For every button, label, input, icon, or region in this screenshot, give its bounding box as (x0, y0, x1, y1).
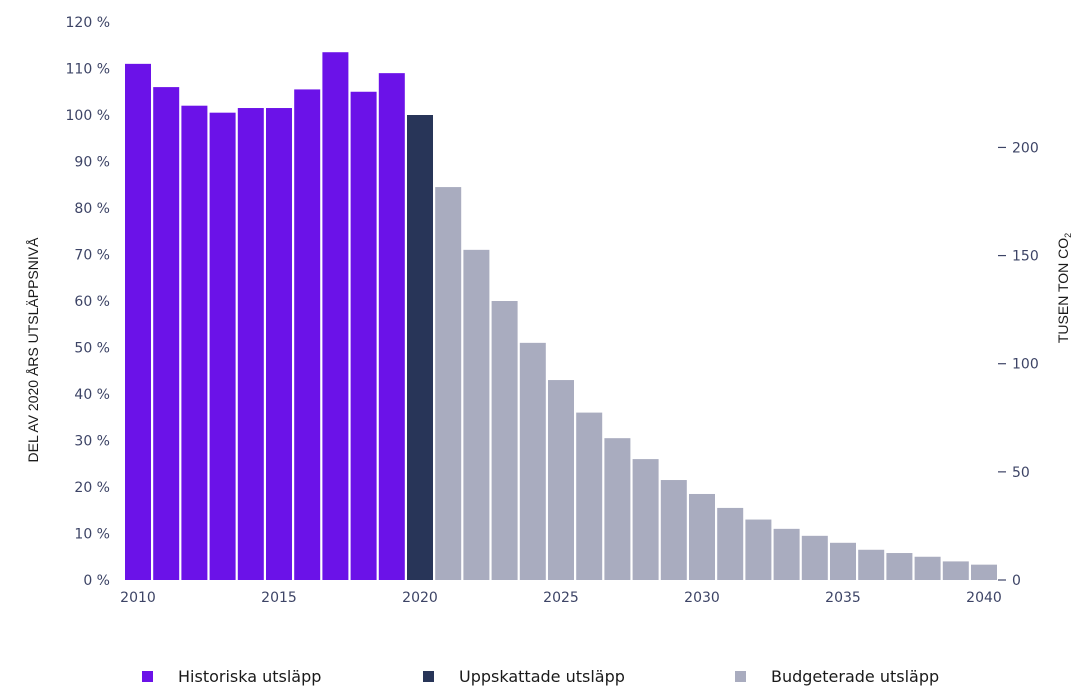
bar-2022 (463, 249, 490, 580)
bar-2034 (801, 535, 828, 580)
bar-2028 (632, 459, 659, 580)
left-tick-label: 40 % (74, 387, 110, 403)
left-axis-title: DEL AV 2020 ÅRS UTSLÄPPSNIVÅ (25, 237, 41, 463)
bar-2011 (153, 87, 180, 580)
right-axis-title: TUSEN TON CO2 (1055, 233, 1073, 343)
bar-2020 (407, 115, 433, 580)
x-tick-label: 2030 (684, 590, 720, 606)
bar-2015 (266, 108, 292, 581)
left-tick-label: 70 % (74, 248, 110, 264)
x-tick-label: 2025 (543, 590, 579, 606)
legend-swatch (142, 671, 153, 682)
left-tick-label: 90 % (74, 155, 110, 171)
left-tick-label: 60 % (74, 294, 110, 310)
bar-2027 (604, 438, 631, 580)
x-tick-label: 2020 (402, 590, 438, 606)
bar-2025 (548, 380, 574, 580)
bar-2040 (971, 564, 997, 580)
right-tick-label: 100 (1012, 357, 1039, 373)
left-tick-label: 120 % (66, 15, 110, 31)
bar-2012 (181, 105, 208, 580)
right-tick-label: 0 (1012, 573, 1021, 589)
left-axis-ticks: 0 % 10 % 20 % 30 % 40 % 50 % 60 % 70 % 80 % 90 % 1… (66, 15, 110, 589)
bar-2010 (125, 63, 151, 581)
right-tick-label: 50 (1012, 465, 1030, 481)
x-tick-label: 2010 (120, 590, 156, 606)
bar-2035 (830, 542, 856, 580)
x-tick-label: 2035 (825, 590, 861, 606)
bar-2019 (378, 73, 405, 581)
bar-2024 (519, 342, 546, 580)
bar-2039 (942, 561, 969, 580)
left-tick-label: 110 % (66, 62, 110, 78)
right-tick-label: 200 (1012, 140, 1039, 156)
bar-2032 (745, 519, 772, 580)
left-tick-label: 50 % (74, 341, 110, 357)
bar-2036 (858, 549, 885, 580)
right-tick-label: 150 (1012, 249, 1039, 265)
bar-2031 (717, 507, 744, 580)
bar-2023 (491, 301, 518, 580)
bars-group (125, 52, 997, 581)
left-tick-label: 80 % (74, 201, 110, 217)
bar-2014 (237, 108, 264, 581)
left-tick-label: 20 % (74, 480, 110, 496)
legend-swatch (735, 671, 746, 682)
left-tick-label: 100 % (66, 108, 110, 124)
bar-2013 (209, 112, 236, 581)
bar-2037 (886, 553, 913, 580)
legend-label: Budgeterade utsläpp (771, 667, 939, 686)
bar-2038 (914, 556, 941, 580)
legend: Historiska utsläpp Uppskattade utsläpp Bud… (142, 667, 939, 686)
bar-2029 (660, 480, 687, 580)
x-axis-ticks: 2010 2015 2020 2025 2030 2035 2040 (120, 590, 1002, 606)
left-tick-label: 0 % (83, 573, 110, 589)
right-axis-ticks: 0 50 100 150 200 (998, 140, 1039, 589)
legend-swatch (423, 671, 434, 682)
bar-2016 (294, 89, 321, 581)
bar-2018 (350, 91, 377, 580)
legend-label: Historiska utsläpp (178, 667, 321, 686)
bar-2026 (576, 412, 603, 580)
left-tick-label: 10 % (74, 527, 110, 543)
left-tick-label: 30 % (74, 434, 110, 450)
bar-2030 (689, 493, 715, 580)
legend-label: Uppskattade utsläpp (459, 667, 625, 686)
bar-2017 (322, 52, 349, 581)
x-tick-label: 2040 (966, 590, 1002, 606)
bar-2021 (435, 187, 462, 580)
bar-2033 (773, 528, 800, 580)
right-axis-title-main: TUSEN TON CO (1055, 238, 1071, 343)
x-tick-label: 2015 (261, 590, 297, 606)
right-axis-title-subscript: 2 (1063, 233, 1073, 238)
